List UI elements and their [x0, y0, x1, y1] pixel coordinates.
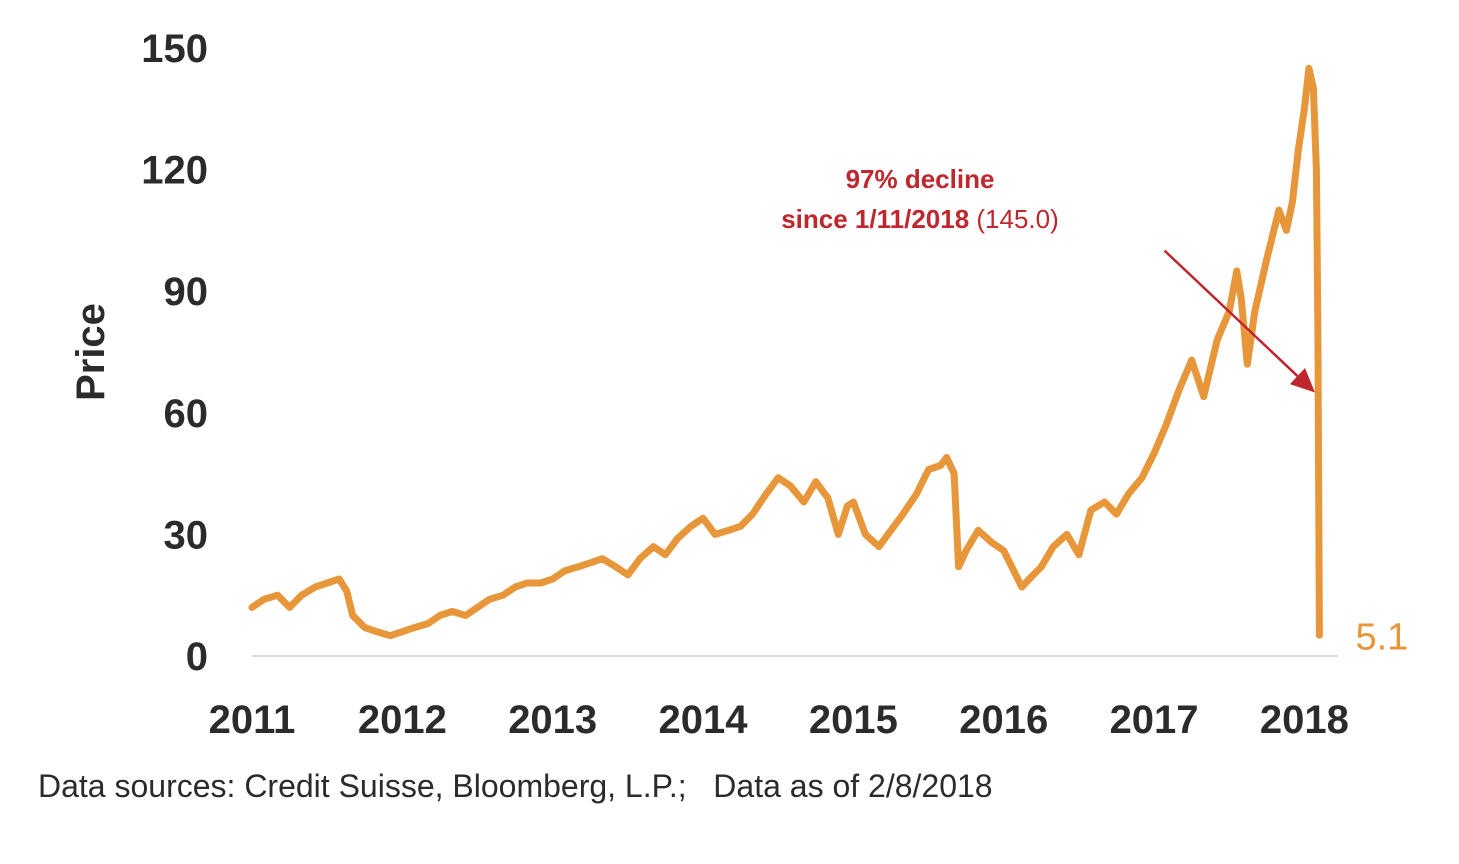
annotation-line-1: 97% decline: [846, 164, 995, 194]
annotation: 97% decline since 1/11/2018 (145.0): [781, 164, 1315, 393]
x-tick-label-2012: 2012: [358, 698, 447, 742]
y-tick-label-150: 150: [141, 27, 208, 71]
annotation-arrow-head: [1289, 368, 1315, 393]
y-tick-label-0: 0: [186, 635, 208, 679]
x-tick-label-2014: 2014: [659, 698, 749, 742]
annotation-line-2: since 1/11/2018 (145.0): [781, 204, 1059, 234]
x-tick-label-2015: 2015: [809, 698, 898, 742]
x-axis-ticks: 2011 2012 2013 2014 2015 2016 2017 2018: [209, 698, 1349, 742]
y-axis-title: Price: [69, 303, 113, 401]
x-tick-label-2013: 2013: [508, 698, 597, 742]
x-tick-label-2018: 2018: [1260, 698, 1349, 742]
annotation-date: since 1/11/2018: [781, 204, 969, 234]
annotation-peak-value: (145.0): [969, 204, 1059, 234]
y-tick-label-30: 30: [164, 513, 209, 557]
y-tick-label-90: 90: [164, 270, 209, 314]
y-axis-ticks: 0 30 60 90 120 150: [141, 27, 208, 679]
end-value-label: 5.1: [1355, 616, 1408, 658]
data-source-note: Data sources: Credit Suisse, Bloomberg, …: [38, 768, 993, 804]
x-tick-label-2011: 2011: [209, 698, 296, 742]
x-tick-label-2017: 2017: [1110, 698, 1199, 742]
x-tick-label-2016: 2016: [959, 698, 1048, 742]
annotation-arrow-line: [1163, 249, 1299, 377]
y-tick-label-60: 60: [164, 392, 209, 436]
y-tick-label-120: 120: [141, 149, 208, 193]
series-line: [248, 64, 1323, 640]
